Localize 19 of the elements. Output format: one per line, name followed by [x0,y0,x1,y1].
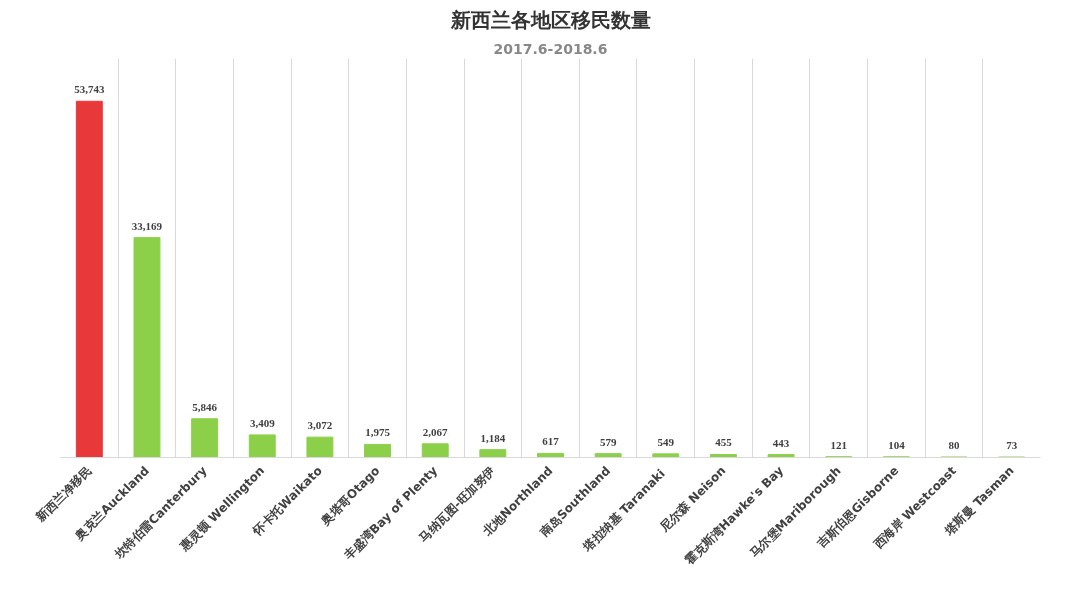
data-label: 617 [542,435,560,448]
data-label: 3,072 [307,419,333,432]
chart-title: 新西兰各地区移民数量 [449,7,651,32]
data-label: 3,409 [249,416,276,429]
data-label: 549 [657,435,675,448]
data-label: 2,067 [422,425,449,438]
chart-subtitle: 2017.6-2018.6 [493,40,608,57]
data-label: 1,975 [365,426,391,439]
data-label: 104 [888,438,906,451]
data-label: 73 [1006,439,1018,452]
data-label: 1,184 [480,431,506,444]
data-label: 443 [772,436,790,449]
data-label: 53,743 [74,83,105,96]
data-label: 33,169 [131,219,163,232]
data-label: 455 [715,436,733,449]
data-label: 5,846 [192,400,218,413]
data-label: 80 [948,438,961,451]
data-label: 121 [830,438,847,451]
data-label: 579 [599,435,617,448]
